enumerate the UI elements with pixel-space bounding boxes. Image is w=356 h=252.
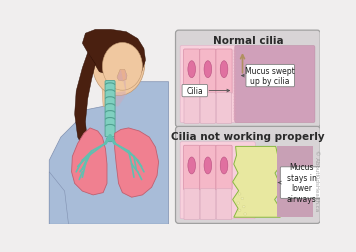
Polygon shape bbox=[75, 53, 95, 149]
FancyBboxPatch shape bbox=[216, 146, 232, 190]
Ellipse shape bbox=[238, 193, 241, 195]
Polygon shape bbox=[233, 147, 282, 217]
Text: Normal cilia: Normal cilia bbox=[213, 36, 283, 46]
Polygon shape bbox=[101, 82, 116, 107]
FancyBboxPatch shape bbox=[176, 127, 320, 224]
Ellipse shape bbox=[204, 61, 212, 78]
FancyBboxPatch shape bbox=[246, 65, 294, 87]
FancyBboxPatch shape bbox=[182, 85, 208, 97]
FancyBboxPatch shape bbox=[105, 81, 115, 137]
Polygon shape bbox=[49, 82, 169, 224]
Ellipse shape bbox=[220, 157, 228, 174]
Polygon shape bbox=[72, 129, 107, 195]
FancyBboxPatch shape bbox=[180, 142, 255, 219]
Ellipse shape bbox=[204, 157, 212, 174]
Text: Cilia not working properly: Cilia not working properly bbox=[171, 132, 325, 142]
Ellipse shape bbox=[238, 209, 241, 212]
Ellipse shape bbox=[237, 202, 240, 204]
Polygon shape bbox=[82, 30, 146, 82]
FancyBboxPatch shape bbox=[235, 46, 315, 123]
Text: Cilia: Cilia bbox=[187, 87, 203, 96]
Ellipse shape bbox=[92, 33, 145, 96]
Ellipse shape bbox=[244, 213, 246, 215]
Ellipse shape bbox=[220, 61, 228, 78]
Ellipse shape bbox=[188, 157, 195, 174]
Ellipse shape bbox=[106, 138, 114, 142]
FancyBboxPatch shape bbox=[180, 46, 255, 123]
FancyBboxPatch shape bbox=[280, 167, 323, 199]
Polygon shape bbox=[115, 129, 158, 197]
FancyBboxPatch shape bbox=[216, 189, 232, 220]
Polygon shape bbox=[49, 172, 68, 224]
Ellipse shape bbox=[188, 61, 195, 78]
Ellipse shape bbox=[241, 198, 244, 200]
Text: Mucus swept
up by cilia: Mucus swept up by cilia bbox=[245, 67, 295, 86]
FancyBboxPatch shape bbox=[184, 50, 200, 94]
FancyBboxPatch shape bbox=[216, 50, 232, 94]
FancyBboxPatch shape bbox=[216, 93, 232, 124]
FancyBboxPatch shape bbox=[200, 146, 216, 190]
FancyBboxPatch shape bbox=[277, 147, 313, 217]
FancyBboxPatch shape bbox=[184, 189, 199, 220]
FancyBboxPatch shape bbox=[200, 50, 216, 94]
Polygon shape bbox=[111, 70, 127, 107]
FancyBboxPatch shape bbox=[184, 93, 199, 124]
Text: Mucus
stays in
lower
airways: Mucus stays in lower airways bbox=[287, 163, 316, 203]
FancyBboxPatch shape bbox=[200, 93, 216, 124]
Ellipse shape bbox=[103, 43, 142, 91]
FancyBboxPatch shape bbox=[184, 146, 200, 190]
Polygon shape bbox=[117, 70, 127, 82]
FancyBboxPatch shape bbox=[200, 189, 216, 220]
Text: © AboutKidsHealth.ca: © AboutKidsHealth.ca bbox=[314, 149, 319, 210]
FancyBboxPatch shape bbox=[176, 31, 320, 128]
Ellipse shape bbox=[242, 206, 245, 208]
